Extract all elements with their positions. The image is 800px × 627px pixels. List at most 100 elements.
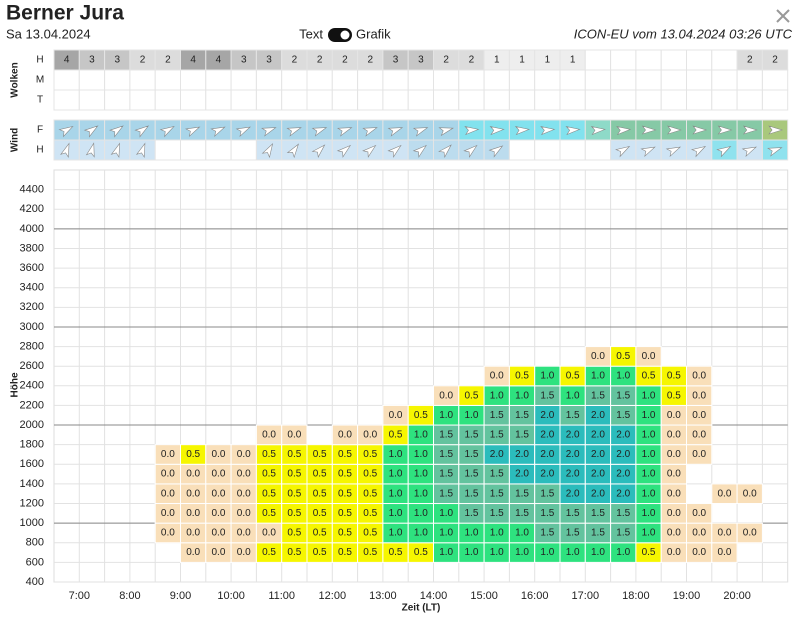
y-tick-label: 1000 <box>20 517 44 529</box>
lift-value: 1.0 <box>515 390 529 401</box>
lift-value: 0.0 <box>161 528 175 539</box>
wind-arrow <box>514 126 531 136</box>
cloud-value: 3 <box>241 55 247 66</box>
cell <box>660 89 688 111</box>
lift-value: 1.5 <box>439 429 453 440</box>
cloud-value: 1 <box>570 55 576 66</box>
cell <box>635 69 662 91</box>
cloud-value: 1 <box>519 55 525 66</box>
cell <box>736 69 763 91</box>
wind-arrow <box>110 142 120 158</box>
cell <box>331 89 359 111</box>
lift-value: 0.0 <box>591 351 605 362</box>
lift-value: 1.0 <box>642 469 656 480</box>
wind-arrow <box>489 126 505 136</box>
cell <box>357 89 384 111</box>
lift-value: 1.0 <box>490 547 504 558</box>
cloud-value: 2 <box>747 55 753 66</box>
lift-value: 1.5 <box>540 508 554 519</box>
wind-arrow <box>387 127 404 137</box>
cell <box>534 139 561 161</box>
lift-value: 1.5 <box>464 429 478 440</box>
cell <box>281 69 308 91</box>
x-tick-label: 12:00 <box>319 590 347 602</box>
x-tick-label: 13:00 <box>369 590 397 602</box>
lift-value: 1.5 <box>490 469 504 480</box>
lift-value: 1.0 <box>616 371 630 382</box>
cell <box>180 89 207 111</box>
row-label: F <box>37 125 43 136</box>
lift-value: 0.0 <box>237 528 251 539</box>
cell <box>534 89 561 111</box>
cloud-value: 3 <box>89 55 95 66</box>
lift-value: 1.0 <box>414 488 428 499</box>
lift-value: 0.5 <box>667 390 681 401</box>
lift-value: 0.5 <box>287 488 301 499</box>
wind-arrow <box>185 126 201 138</box>
lift-value: 0.0 <box>262 528 276 539</box>
lift-value: 2.0 <box>540 410 554 421</box>
cell <box>104 69 131 91</box>
lift-value: 0.0 <box>211 488 225 499</box>
lift-value: 2.0 <box>566 429 580 440</box>
lift-value: 0.5 <box>566 371 580 382</box>
lift-value: 1.5 <box>616 528 630 539</box>
wind-arrow <box>412 144 427 158</box>
cell <box>154 139 181 161</box>
cell <box>534 69 561 91</box>
lift-value: 0.5 <box>363 469 377 480</box>
lift-value: 0.0 <box>186 488 200 499</box>
lift-value: 1.5 <box>439 469 453 480</box>
wind-arrow <box>336 144 352 158</box>
wind-arrow <box>667 125 682 135</box>
wind-arrow <box>463 144 478 158</box>
lift-value: 1.5 <box>515 488 529 499</box>
lift-value: 2.0 <box>591 429 605 440</box>
lift-value: 0.0 <box>667 469 681 480</box>
lift-value: 0.0 <box>439 390 453 401</box>
cell <box>584 49 612 71</box>
lift-value: 0.5 <box>363 508 377 519</box>
lift-value: 0.5 <box>262 469 276 480</box>
lift-value: 1.0 <box>616 547 630 558</box>
cloud-value: 1 <box>494 55 500 66</box>
lift-value: 0.0 <box>667 449 681 460</box>
lift-value: 1.0 <box>414 508 428 519</box>
cloud-value: 3 <box>266 55 272 66</box>
cloud-value: 2 <box>342 55 348 66</box>
wind-arrow <box>60 142 70 158</box>
cloud-value: 3 <box>418 55 424 66</box>
lift-value: 0.0 <box>642 351 656 362</box>
lift-value: 0.5 <box>363 547 377 558</box>
lift-value: 1.0 <box>464 410 478 421</box>
cell <box>407 69 435 91</box>
row-label: H <box>36 145 43 156</box>
close-button[interactable] <box>776 9 790 23</box>
lift-value: 1.0 <box>540 371 554 382</box>
cell <box>104 89 131 111</box>
y-tick-label: 3200 <box>20 301 44 313</box>
lift-value: 0.5 <box>313 528 327 539</box>
lift-value: 0.0 <box>237 488 251 499</box>
lift-value: 1.5 <box>439 488 453 499</box>
wind-arrow <box>540 126 556 136</box>
lift-value: 0.0 <box>667 410 681 421</box>
cloud-value: 2 <box>772 55 778 66</box>
cell <box>129 89 156 111</box>
cell <box>686 49 713 71</box>
lift-value: 0.0 <box>692 449 706 460</box>
lift-value: 0.0 <box>692 410 706 421</box>
cell <box>761 69 789 91</box>
x-tick-label: 7:00 <box>69 590 90 602</box>
toggle-right[interactable]: Grafik <box>356 26 391 41</box>
x-tick-label: 8:00 <box>119 590 140 602</box>
lift-value: 0.0 <box>211 449 225 460</box>
lift-value: 2.0 <box>540 429 554 440</box>
lift-value: 0.0 <box>692 547 706 558</box>
cell <box>508 69 536 91</box>
lift-value: 0.0 <box>667 429 681 440</box>
wind-arrow <box>109 125 124 138</box>
x-tick-label: 20:00 <box>723 590 751 602</box>
toggle-left[interactable]: Text <box>299 26 323 41</box>
lift-value: 0.5 <box>389 547 403 558</box>
